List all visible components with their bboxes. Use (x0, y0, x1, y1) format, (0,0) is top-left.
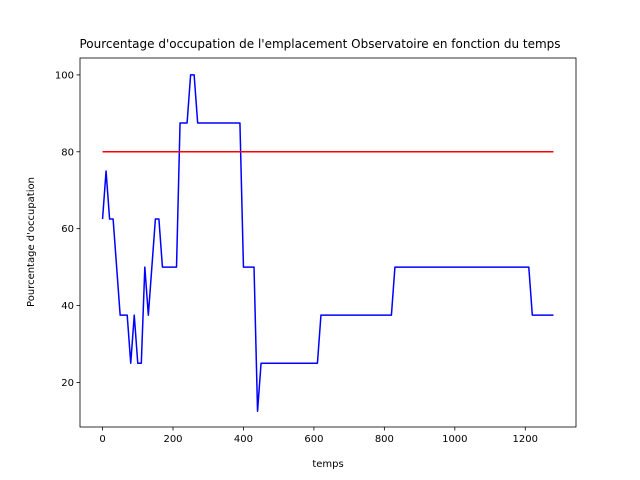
y-tick-label: 80 (61, 147, 74, 158)
x-tick-label: 200 (163, 434, 182, 445)
x-axis-ticks: 0 200 400 600 800 1000 1200 (99, 427, 538, 445)
plot-area (79, 57, 577, 428)
x-tick-label: 600 (304, 434, 323, 445)
chart-title: Pourcentage d'occupation de l'emplacemen… (79, 37, 560, 51)
y-tick-label: 60 (61, 224, 74, 235)
axes-frame (79, 57, 577, 428)
y-axis-label: Pourcentage d'occupation (26, 177, 37, 307)
x-tick-label: 800 (375, 434, 394, 445)
x-axis-label: temps (312, 459, 343, 470)
x-tick-label: 1200 (513, 434, 538, 445)
x-tick-label: 400 (234, 434, 253, 445)
series-layer (101, 74, 554, 412)
y-tick-label: 20 (61, 378, 74, 389)
x-tick-label: 1000 (442, 434, 467, 445)
y-tick-label: 100 (55, 70, 74, 81)
occupancy-line (101, 74, 554, 412)
y-tick-label: 40 (61, 301, 74, 312)
y-axis-ticks: 20 40 60 80 100 (55, 70, 80, 389)
x-tick-label: 0 (99, 434, 105, 445)
